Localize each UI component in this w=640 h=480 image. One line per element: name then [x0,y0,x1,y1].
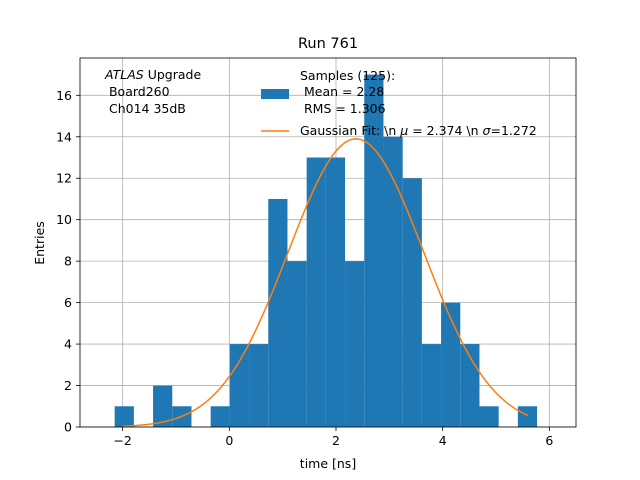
chart-title: Run 761 [298,36,358,52]
plot-frame [79,57,577,428]
legend-histogram-line-1: Samples (125): [300,68,395,83]
y-tick-label: 12 [56,171,72,186]
histogram-bar [210,406,230,427]
legend: Samples (125): Mean = 2.28 RMS = 1.306 G… [261,68,537,138]
histogram-bar [287,261,307,427]
legend-histogram-line-2: Mean = 2.28 [300,84,384,99]
histogram-bar [517,406,538,427]
histogram-bar [268,198,288,427]
histogram-bar [479,406,499,427]
annotation-line-2: Board260 [105,84,170,99]
histogram-bar [229,344,250,427]
x-tick-label: 2 [332,433,340,448]
legend-fit-sigma: σ [483,123,492,138]
histogram-bar [306,157,326,427]
x-tick-label: 4 [439,433,447,448]
legend-fit-mid: = 2.374 \n [408,123,482,138]
y-tick-label: 16 [56,88,72,103]
y-tick-label: 0 [64,420,72,435]
histogram-bar [325,157,346,427]
y-axis-ticks: 0 2 4 6 8 10 12 14 16 [56,88,80,435]
histogram-bar [383,136,403,428]
histogram-bar [402,178,422,427]
y-tick-label: 10 [56,212,72,227]
histogram-bar [441,302,461,427]
x-tick-label: 0 [225,433,233,448]
y-tick-label: 6 [64,295,72,310]
legend-fit-suffix: =1.272 [490,123,536,138]
legend-fit-label: Gaussian Fit: \n μ = 2.374 \n σ=1.272 [300,123,537,138]
x-axis-ticks: −2 0 2 4 6 [113,427,553,448]
y-tick-label: 14 [56,129,72,144]
histogram-bar [114,406,134,427]
y-tick-label: 8 [64,254,72,269]
y-tick-label: 4 [64,337,72,352]
histogram-bar [249,344,269,427]
annotation-atlas-italic: ATLAS [104,67,144,82]
legend-fit-prefix: Gaussian Fit: \n [300,123,400,138]
annotation-line-3: Ch014 35dB [105,101,186,116]
legend-histogram-patch [261,89,289,99]
histogram-bar [364,74,384,428]
x-tick-label: 6 [545,433,553,448]
histogram-bar [153,385,173,427]
legend-fit-mu: μ [399,123,408,138]
atlas-annotation: ATLAS Upgrade Board260 Ch014 35dB [104,67,201,116]
annotation-line-1: ATLAS Upgrade [104,67,201,82]
annotation-upgrade: Upgrade [144,67,202,82]
x-axis-label: time [ns] [300,456,356,471]
histogram-bars [114,74,538,428]
histogram-bar [345,261,365,427]
y-axis-label: Entries [32,221,47,265]
gaussian-fit-line [122,138,529,427]
histogram-bar [421,344,442,427]
x-tick-label: −2 [113,433,131,448]
y-tick-label: 2 [64,378,72,393]
legend-histogram-line-3: RMS = 1.306 [300,101,386,116]
